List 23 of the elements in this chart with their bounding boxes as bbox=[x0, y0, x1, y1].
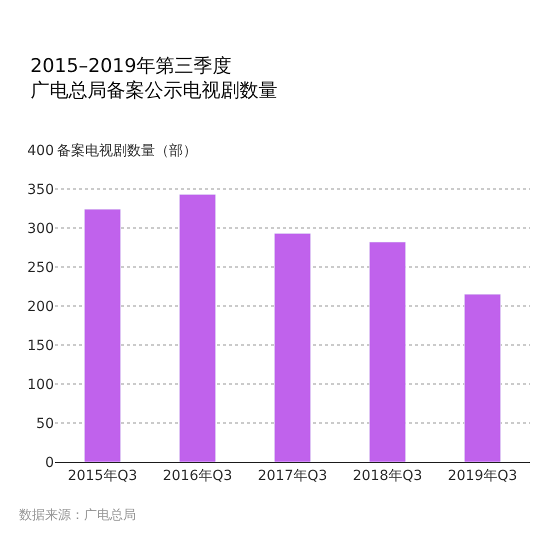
y-tick-label: 350 bbox=[27, 182, 54, 198]
x-tick-label: 2019年Q3 bbox=[448, 468, 518, 484]
chart-subtitle: 广电总局备案公示电视剧数量 bbox=[30, 79, 278, 102]
y-tick-label: 300 bbox=[27, 220, 54, 237]
source-note: 数据来源：广电总局 bbox=[19, 508, 136, 523]
y-tick-label: 100 bbox=[27, 376, 54, 393]
x-tick-label: 2015年Q3 bbox=[68, 468, 138, 484]
chart-title: 2015–2019年第三季度 bbox=[30, 54, 232, 77]
x-tick-label: 2016年Q3 bbox=[162, 468, 232, 484]
y-tick-label: 400 bbox=[27, 142, 54, 159]
y-tick-label: 50 bbox=[36, 416, 54, 432]
y-tick-label: 200 bbox=[27, 298, 54, 315]
bar bbox=[84, 209, 121, 462]
y-tick-label: 0 bbox=[45, 454, 54, 471]
y-tick-label: 250 bbox=[27, 260, 54, 276]
y-axis-title: 备案电视剧数量（部） bbox=[57, 142, 197, 159]
bar bbox=[179, 194, 216, 462]
bar bbox=[464, 294, 501, 462]
x-tick-label: 2017年Q3 bbox=[258, 468, 328, 484]
x-tick-label: 2018年Q3 bbox=[352, 468, 422, 484]
bar bbox=[274, 233, 311, 462]
bar bbox=[369, 242, 406, 462]
y-tick-label: 150 bbox=[27, 338, 54, 354]
